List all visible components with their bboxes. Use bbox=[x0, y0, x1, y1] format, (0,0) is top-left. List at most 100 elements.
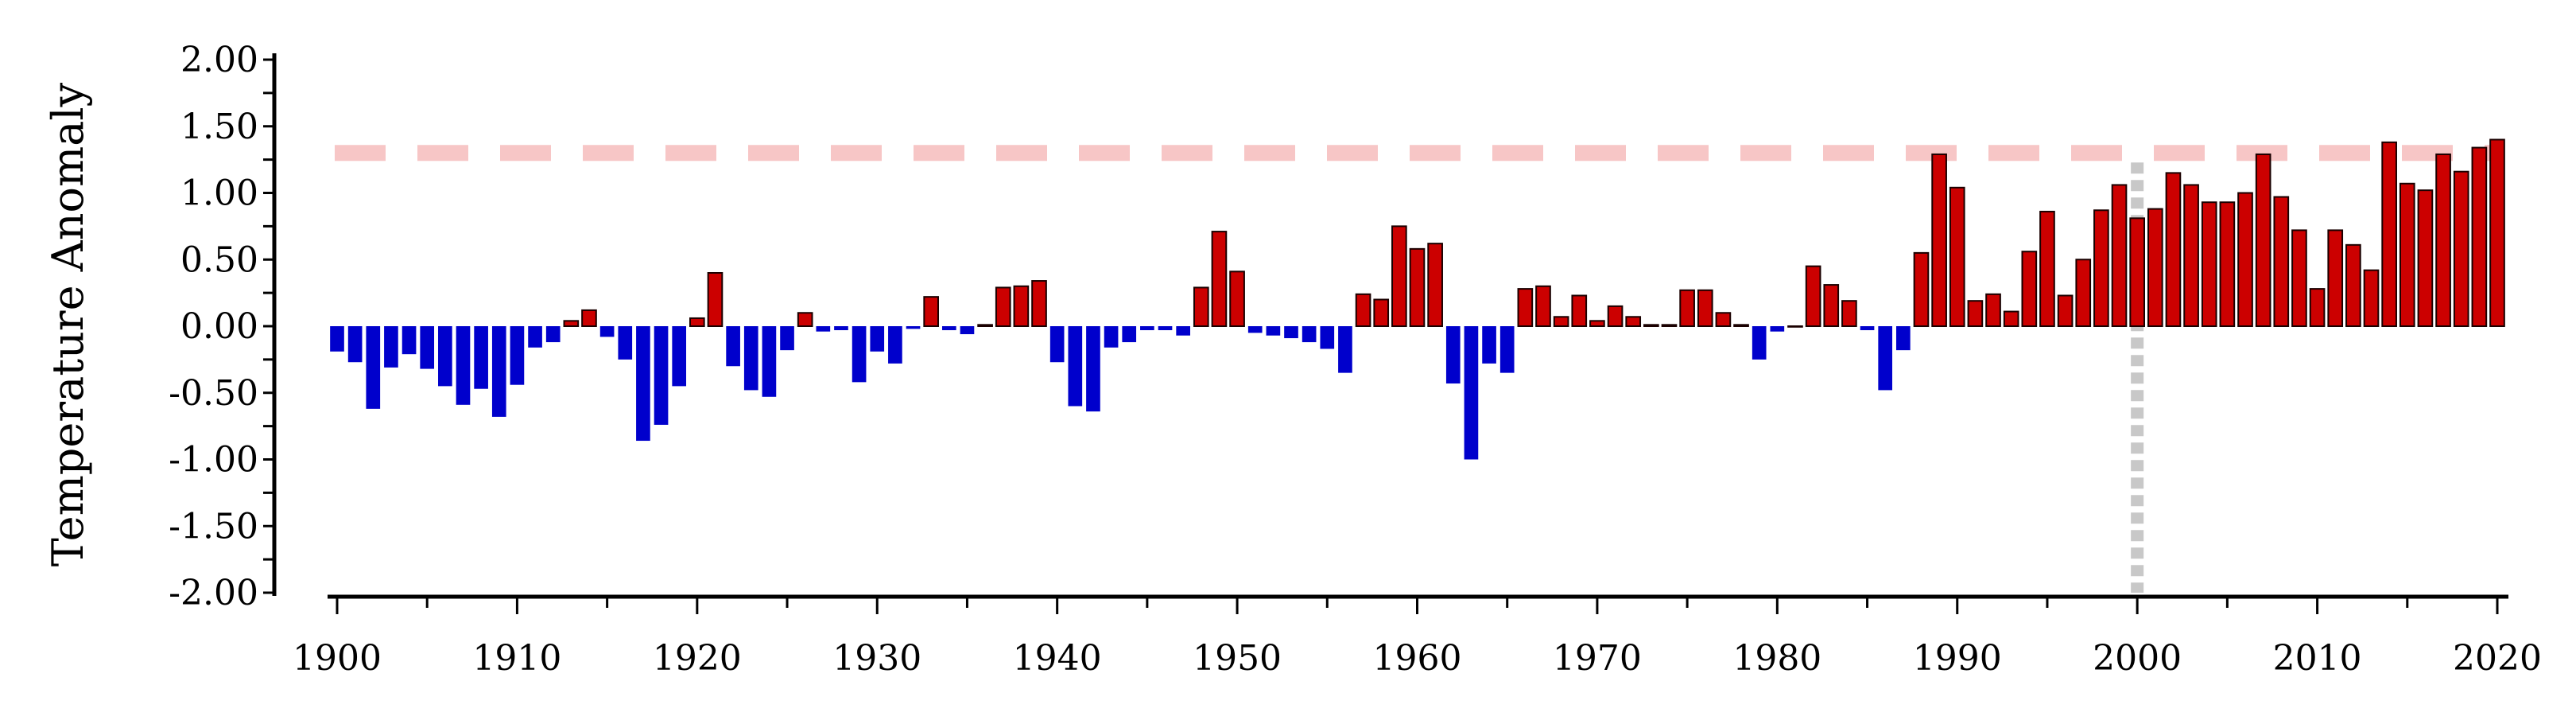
bar-1965 bbox=[1499, 326, 1515, 373]
bar-1998 bbox=[2093, 209, 2109, 327]
y-tick-label: -1.00 bbox=[169, 440, 258, 481]
bar-2006 bbox=[2237, 192, 2253, 327]
bar-1975 bbox=[1679, 289, 1695, 327]
bar-1904 bbox=[402, 326, 417, 355]
bar-2013 bbox=[2363, 269, 2380, 327]
y-tick-label: -2.00 bbox=[169, 573, 258, 613]
bar-1978 bbox=[1733, 324, 1749, 328]
bar-2010 bbox=[2309, 288, 2326, 328]
bar-1901 bbox=[347, 326, 363, 363]
bar-1964 bbox=[1482, 326, 1496, 364]
bar-1900 bbox=[330, 326, 344, 352]
bar-1990 bbox=[1949, 186, 1965, 327]
y-axis-ticks: 2.00 1.50 1.00 0.50 0.00 -0.50 -1.00 -1.50 -2.00 bbox=[169, 40, 274, 613]
bar-1944 bbox=[1122, 326, 1137, 343]
bar-1926 bbox=[797, 312, 813, 327]
bar-1985 bbox=[1860, 326, 1875, 331]
bar-2002 bbox=[2165, 172, 2182, 327]
bar-1935 bbox=[960, 326, 975, 335]
bar-2001 bbox=[2147, 208, 2163, 327]
bar-1997 bbox=[2075, 259, 2092, 327]
bar-1999 bbox=[2111, 184, 2128, 327]
x-tick-label: 1980 bbox=[1732, 638, 1821, 679]
x-tick-label: 2010 bbox=[2273, 638, 2362, 679]
bar-1955 bbox=[1320, 326, 1335, 349]
bar-1988 bbox=[1913, 251, 1930, 328]
bar-1918 bbox=[654, 326, 669, 425]
bar-1908 bbox=[474, 326, 488, 389]
bar-1919 bbox=[672, 326, 687, 387]
x-tick-label: 1950 bbox=[1193, 638, 1282, 679]
bar-1902 bbox=[366, 326, 381, 409]
bar-1991 bbox=[1967, 300, 1984, 327]
bar-1949 bbox=[1211, 231, 1228, 327]
x-tick-label: 1970 bbox=[1553, 638, 1642, 679]
y-tick-label: 0.00 bbox=[180, 306, 258, 347]
bar-2007 bbox=[2255, 153, 2271, 327]
bar-1981 bbox=[1787, 325, 1803, 328]
y-axis-title: Temperature Anomaly bbox=[43, 82, 93, 566]
bar-1974 bbox=[1661, 324, 1678, 328]
x-tick-label: 2020 bbox=[2453, 638, 2542, 679]
bar-2014 bbox=[2381, 141, 2397, 327]
bar-2008 bbox=[2273, 196, 2290, 327]
bar-1941 bbox=[1068, 326, 1083, 407]
bar-1973 bbox=[1643, 324, 1659, 328]
bar-1938 bbox=[1013, 285, 1030, 327]
bar-1992 bbox=[1985, 293, 2001, 327]
x-tick-label: 1990 bbox=[1913, 638, 2002, 679]
bar-1958 bbox=[1373, 298, 1390, 327]
bar-1912 bbox=[545, 326, 561, 343]
y-tick-label: -0.50 bbox=[169, 373, 258, 414]
bar-1989 bbox=[1931, 153, 1947, 327]
x-tick-label: 1960 bbox=[1373, 638, 1462, 679]
bar-2015 bbox=[2399, 182, 2415, 327]
bar-1943 bbox=[1104, 326, 1119, 348]
bar-1930 bbox=[870, 326, 885, 352]
bar-1996 bbox=[2057, 294, 2074, 328]
bar-1937 bbox=[995, 286, 1011, 327]
bar-2019 bbox=[2471, 146, 2488, 327]
x-tick-label: 1930 bbox=[832, 638, 921, 679]
bar-1936 bbox=[977, 324, 993, 328]
bar-1922 bbox=[726, 326, 740, 367]
bar-1911 bbox=[528, 326, 542, 348]
bar-1966 bbox=[1517, 288, 1534, 328]
bar-1915 bbox=[599, 326, 615, 337]
bar-1993 bbox=[2003, 310, 2019, 328]
bar-1928 bbox=[834, 326, 848, 331]
y-tick-label: 0.50 bbox=[180, 239, 258, 280]
y-tick-label: -1.50 bbox=[169, 506, 258, 547]
bar-1954 bbox=[1302, 326, 1317, 343]
bar-1959 bbox=[1391, 225, 1407, 328]
bar-2020 bbox=[2489, 138, 2505, 327]
bar-1925 bbox=[780, 326, 794, 351]
bar-1960 bbox=[1409, 247, 1426, 328]
bar-2009 bbox=[2291, 229, 2307, 327]
bar-1947 bbox=[1176, 326, 1190, 336]
x-tick-label: 1910 bbox=[472, 638, 561, 679]
bar-1995 bbox=[2039, 210, 2055, 328]
bar-1909 bbox=[491, 326, 506, 417]
bar-1951 bbox=[1247, 326, 1263, 333]
bar-1921 bbox=[707, 272, 724, 327]
bar-1957 bbox=[1355, 293, 1371, 327]
bar-1963 bbox=[1464, 326, 1479, 460]
bar-1948 bbox=[1193, 286, 1209, 327]
bar-1984 bbox=[1841, 300, 1857, 327]
bar-1905 bbox=[420, 326, 435, 369]
bar-1933 bbox=[923, 296, 939, 327]
y-tick-label: 1.50 bbox=[180, 107, 258, 147]
bar-1923 bbox=[743, 326, 758, 391]
bar-1970 bbox=[1589, 320, 1605, 327]
bar-1910 bbox=[510, 326, 525, 385]
bar-1906 bbox=[438, 326, 452, 387]
bar-1986 bbox=[1878, 326, 1893, 391]
bar-1917 bbox=[636, 326, 650, 442]
bar-2017 bbox=[2435, 153, 2451, 327]
bar-1945 bbox=[1140, 326, 1154, 331]
bar-1969 bbox=[1571, 294, 1588, 328]
bar-1913 bbox=[563, 320, 580, 327]
bar-1929 bbox=[852, 326, 867, 383]
